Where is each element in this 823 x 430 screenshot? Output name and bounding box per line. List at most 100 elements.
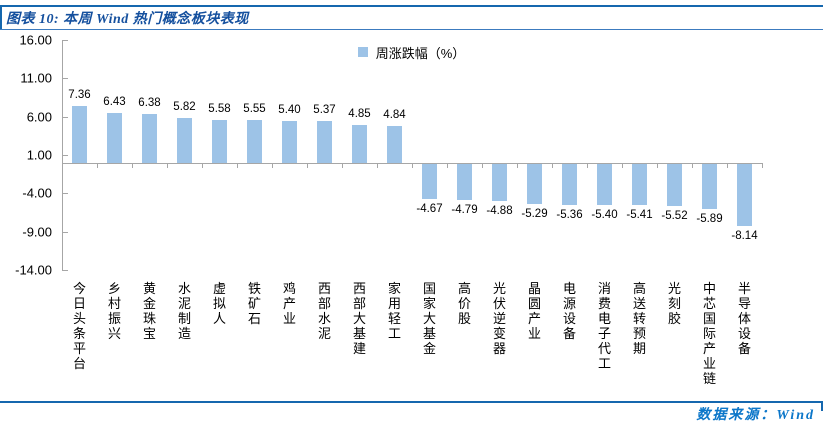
y-axis-tick: [62, 270, 68, 271]
bar-value-label: -5.89: [696, 212, 723, 225]
bar-value-label: 5.55: [243, 103, 266, 116]
legend: 周涨跌幅（%）: [0, 45, 823, 61]
bar: [562, 163, 577, 205]
bar: [107, 113, 122, 163]
x-axis-tick: [62, 162, 63, 168]
bar-value-label: -5.40: [591, 209, 618, 222]
top-rule: [0, 5, 823, 7]
y-axis-labels: 16.00 11.00 6.00 1.00 -4.00 -9.00 -14.00: [0, 33, 52, 278]
bar: [597, 163, 612, 206]
y-axis-tick: [62, 193, 68, 195]
footer-right-border: [821, 401, 823, 411]
category-text: 鸡 产 业: [282, 281, 296, 326]
category-text: 中 芯 国 际 产 业 链: [702, 281, 716, 386]
y-axis-tick-label: 1.00: [26, 147, 52, 163]
category-text: 西 部 大 基 建: [352, 281, 366, 356]
y-axis-tick-label: -4.00: [22, 185, 52, 201]
category-text: 水 泥 制 造: [177, 281, 191, 341]
plot-area: 7.36 6.43 6.38 5.82 5.58 5.55 5.40 5.37 4.85 4.84…: [62, 40, 763, 271]
bar-value-label: -5.52: [661, 209, 688, 222]
x-axis-tick: [622, 162, 623, 168]
bar: [702, 163, 717, 209]
x-axis-category-label: 光 刻 胶: [657, 281, 692, 326]
bar: [282, 121, 297, 163]
x-axis-tick: [202, 162, 203, 168]
category-text: 半 导 体 设 备: [737, 281, 751, 356]
category-text: 高 价 股: [457, 281, 471, 326]
x-axis-category-label: 铁 矿 石: [237, 281, 272, 326]
title-left-border: [0, 5, 2, 30]
bar: [527, 163, 542, 205]
x-axis-category-label: 光 伏 逆 变 器: [482, 281, 517, 356]
bar: [492, 163, 507, 202]
x-axis-tick: [657, 162, 658, 168]
x-axis-category-label: 家 用 轻 工: [377, 281, 412, 341]
x-axis-category-label: 黄 金 珠 宝: [132, 281, 167, 341]
x-axis-category-label: 鸡 产 业: [272, 281, 307, 326]
category-text: 家 用 轻 工: [387, 281, 401, 341]
bar-value-label: -4.79: [451, 204, 478, 217]
x-axis-category-label: 西 部 水 泥: [307, 281, 342, 341]
x-axis-category-label: 消 费 电 子 代 工: [587, 281, 622, 371]
bar-value-label: -4.67: [416, 203, 443, 216]
bar: [737, 163, 752, 227]
x-axis-category-label: 西 部 大 基 建: [342, 281, 377, 356]
y-axis-tick-label: -14.00: [15, 262, 52, 278]
bar-value-label: 5.82: [173, 101, 196, 114]
x-axis-category-label: 中 芯 国 际 产 业 链: [692, 281, 727, 386]
bar-value-label: -5.36: [556, 208, 583, 221]
bar-value-label: 7.36: [68, 89, 91, 102]
bar-value-label: -5.29: [521, 208, 548, 221]
bar: [177, 118, 192, 163]
title-rule: [0, 29, 823, 30]
y-axis-tick: [62, 231, 68, 233]
category-text: 消 费 电 子 代 工: [597, 281, 611, 371]
x-axis-tick: [447, 162, 448, 168]
y-axis-tick: [62, 155, 68, 156]
x-axis-tick: [517, 162, 518, 168]
legend-label: 周涨跌幅（%）: [375, 45, 466, 61]
category-text: 黄 金 珠 宝: [142, 281, 156, 341]
x-axis-tick: [412, 162, 413, 168]
x-axis-category-label: 高 价 股: [447, 281, 482, 326]
bar: [632, 163, 647, 206]
x-axis-tick: [692, 162, 693, 168]
y-axis-tick: [62, 78, 68, 80]
legend-swatch: [357, 47, 368, 57]
x-axis-tick: [727, 162, 728, 168]
bar-value-label: 5.37: [313, 104, 336, 117]
category-text: 今 日 头 条 平 台: [72, 281, 86, 371]
bar-value-label: -4.88: [486, 205, 513, 218]
x-axis-tick: [762, 162, 763, 168]
bar-value-label: 6.43: [103, 96, 126, 109]
bar: [457, 163, 472, 201]
y-axis-tick: [62, 40, 68, 41]
category-text: 高 送 转 预 期: [632, 281, 646, 356]
bar: [667, 163, 682, 206]
bar-value-label: 4.85: [348, 108, 371, 121]
x-axis-category-label: 半 导 体 设 备: [727, 281, 762, 356]
bar-value-label: -5.41: [626, 209, 653, 222]
y-axis-tick: [62, 116, 68, 118]
category-text: 电 源 设 备: [562, 281, 576, 341]
bar: [387, 125, 402, 163]
x-axis-tick: [132, 162, 133, 168]
x-axis-category-label: 乡 村 振 兴: [97, 281, 132, 341]
data-source: 数据来源：Wind: [696, 408, 815, 423]
bar-value-label: 5.58: [208, 102, 231, 115]
x-axis-tick: [552, 162, 553, 168]
x-axis-category-label: 水 泥 制 造: [167, 281, 202, 341]
x-axis-category-label: 虚 拟 人: [202, 281, 237, 326]
x-axis-category-label: 今 日 头 条 平 台: [62, 281, 97, 371]
x-axis-category-label: 高 送 转 预 期: [622, 281, 657, 356]
footer-rule: [0, 401, 823, 403]
bar: [317, 121, 332, 163]
x-axis-tick: [307, 162, 308, 168]
x-axis-category-label: 国 家 大 基 金: [412, 281, 447, 356]
category-text: 晶 圆 产 业: [527, 281, 541, 341]
y-axis-tick-label: 6.00: [26, 109, 52, 125]
y-axis-tick-label: 16.00: [19, 32, 52, 48]
bar: [212, 119, 227, 163]
category-text: 乡 村 振 兴: [107, 281, 121, 341]
